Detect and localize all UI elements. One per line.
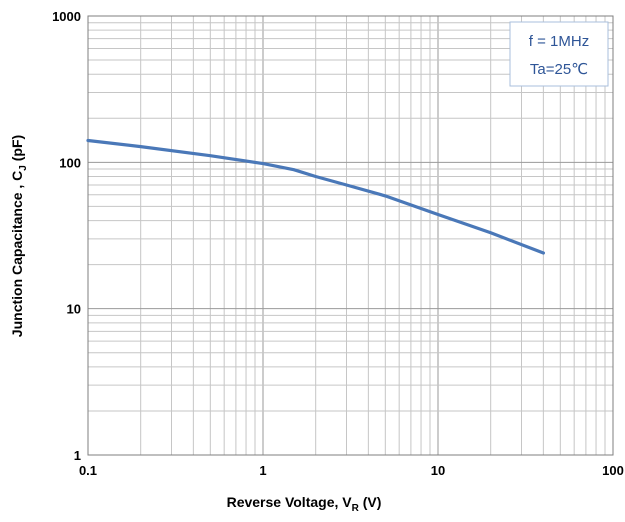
x-tick-label: 1 — [259, 463, 266, 478]
plot-area-frame — [87, 15, 614, 456]
annotation-temperature: Ta=25℃ — [530, 61, 588, 78]
grid — [87, 16, 613, 456]
y-axis-label-subscript: J — [18, 165, 29, 171]
y-tick-label: 1 — [74, 448, 81, 463]
x-axis-label: Reverse Voltage, VR (V) — [227, 494, 382, 514]
y-tick-label: 100 — [59, 155, 81, 170]
x-tick-label: 100 — [602, 463, 624, 478]
annotation-frequency: f = 1MHz — [529, 33, 589, 50]
series-layer — [86, 138, 546, 255]
series-line — [86, 138, 546, 255]
x-axis-label-main: Reverse Voltage, V — [227, 494, 353, 510]
x-tick-label: 0.1 — [79, 463, 97, 478]
x-tick-label: 10 — [431, 463, 445, 478]
y-tick-label: 1000 — [52, 9, 81, 24]
y-tick-label: 10 — [67, 302, 81, 317]
y-axis-label-unit: (pF) — [9, 135, 25, 165]
x-axis-label-unit: (V) — [359, 494, 382, 510]
annotation-frame — [509, 21, 609, 87]
annotation-box: f = 1MHz Ta=25℃ — [509, 21, 609, 87]
y-axis-label: Junction Capacitance , CJ (pF) — [9, 135, 29, 337]
y-axis-label-main: Junction Capacitance , C — [9, 171, 25, 337]
x-axis-label-subscript: R — [352, 503, 360, 514]
